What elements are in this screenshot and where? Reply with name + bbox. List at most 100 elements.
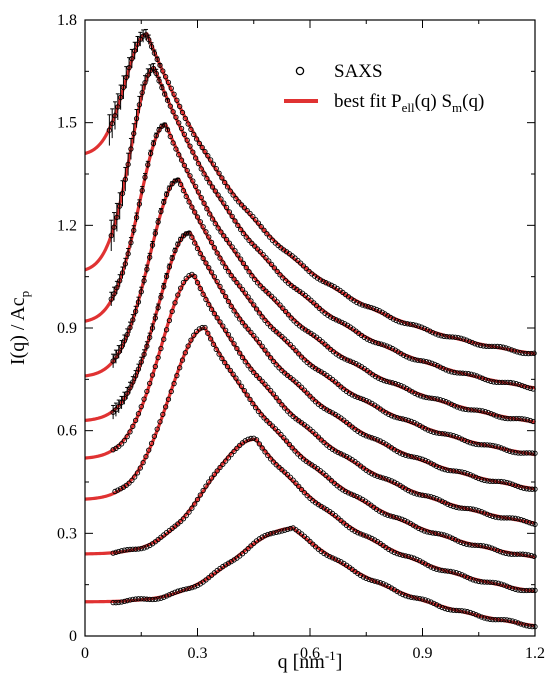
saxs-point bbox=[318, 503, 324, 510]
saxs-point bbox=[357, 395, 364, 402]
saxs-point bbox=[457, 370, 463, 376]
saxs-point bbox=[451, 403, 458, 409]
saxs-point bbox=[248, 366, 254, 372]
saxs-point bbox=[124, 598, 130, 604]
saxs-point bbox=[331, 284, 338, 290]
saxs-point bbox=[422, 457, 428, 464]
saxs-point bbox=[225, 560, 232, 566]
saxs-point bbox=[524, 384, 531, 391]
saxs-point bbox=[408, 418, 414, 425]
saxs-point bbox=[521, 485, 527, 491]
saxs-point bbox=[335, 557, 341, 564]
saxs-point bbox=[461, 336, 467, 342]
saxs-point bbox=[507, 416, 514, 422]
saxs-point bbox=[192, 183, 199, 190]
saxs-point bbox=[127, 324, 133, 331]
saxs-point bbox=[445, 467, 451, 473]
saxs-point bbox=[517, 551, 523, 557]
saxs-point bbox=[408, 489, 414, 495]
saxs-point bbox=[509, 515, 516, 521]
saxs-point bbox=[464, 505, 471, 512]
saxs-point bbox=[383, 410, 389, 416]
saxs-point bbox=[504, 617, 510, 623]
saxs-point bbox=[493, 379, 500, 385]
saxs-point bbox=[384, 378, 390, 385]
saxs-point bbox=[312, 431, 319, 437]
saxs-point bbox=[149, 372, 156, 378]
saxs-point bbox=[400, 591, 406, 598]
saxs-point bbox=[124, 433, 130, 440]
saxs-point bbox=[422, 561, 428, 567]
saxs-point bbox=[484, 442, 490, 448]
saxs-point bbox=[206, 301, 212, 308]
saxs-point bbox=[520, 551, 526, 557]
saxs-point bbox=[118, 599, 125, 605]
saxs-point bbox=[404, 321, 411, 327]
x-tick-label: 0.9 bbox=[413, 645, 433, 662]
saxs-point bbox=[237, 283, 243, 289]
saxs-point bbox=[301, 489, 308, 496]
saxs-point bbox=[211, 245, 218, 251]
saxs-point bbox=[153, 133, 159, 139]
saxs-point bbox=[188, 337, 194, 343]
saxs-point bbox=[425, 598, 431, 604]
saxs-point bbox=[142, 174, 148, 180]
saxs-point bbox=[408, 453, 414, 460]
saxs-point bbox=[430, 329, 436, 336]
saxs-point bbox=[409, 389, 415, 395]
series-8 bbox=[84, 63, 536, 392]
saxs-point bbox=[477, 374, 483, 380]
saxs-point bbox=[386, 546, 392, 553]
saxs-point bbox=[317, 277, 323, 283]
saxs-point bbox=[342, 488, 349, 495]
saxs-point bbox=[202, 148, 208, 155]
saxs-point bbox=[477, 542, 484, 549]
saxs-point bbox=[417, 595, 423, 602]
saxs-point bbox=[141, 596, 147, 602]
saxs-point bbox=[338, 559, 344, 565]
saxs-point bbox=[400, 416, 406, 422]
saxs-point bbox=[425, 493, 431, 499]
saxs-point bbox=[267, 456, 274, 462]
axis-ticks: 0 0.3 0.6 0.9 1.2 0 0.3 0.6 0.9 1.2 1.5 1.8 bbox=[57, 12, 545, 662]
saxs-point bbox=[130, 379, 136, 385]
saxs-point bbox=[177, 587, 184, 593]
saxs-point bbox=[184, 167, 190, 174]
saxs-point bbox=[327, 314, 334, 320]
saxs-point bbox=[422, 492, 428, 499]
saxs-point bbox=[147, 254, 153, 260]
saxs-point bbox=[388, 548, 395, 554]
saxs-point bbox=[273, 529, 279, 536]
saxs-point bbox=[512, 515, 518, 521]
saxs-point bbox=[526, 520, 533, 526]
saxs-point bbox=[447, 534, 453, 540]
saxs-point bbox=[240, 260, 247, 266]
saxs-point bbox=[419, 456, 426, 462]
saxs-point bbox=[492, 617, 499, 623]
saxs-point bbox=[141, 545, 147, 551]
saxs-point bbox=[282, 527, 288, 533]
saxs-point bbox=[518, 450, 524, 456]
saxs-point bbox=[164, 127, 171, 133]
saxs-point bbox=[258, 224, 264, 230]
saxs-point bbox=[439, 498, 445, 504]
saxs-point bbox=[135, 596, 142, 602]
saxs-point bbox=[215, 225, 221, 231]
saxs-point bbox=[431, 600, 437, 607]
saxs-point bbox=[441, 333, 447, 339]
saxs-point bbox=[227, 367, 233, 374]
saxs-point bbox=[454, 404, 460, 410]
saxs-point bbox=[307, 538, 313, 545]
saxs-point bbox=[478, 476, 485, 483]
saxs-point bbox=[323, 280, 329, 286]
saxs-point bbox=[505, 415, 511, 422]
saxs-point bbox=[332, 411, 338, 418]
saxs-point bbox=[529, 486, 535, 492]
saxs-point bbox=[262, 347, 268, 353]
saxs-point bbox=[328, 282, 335, 288]
saxs-point bbox=[148, 440, 155, 446]
saxs-point bbox=[421, 325, 428, 331]
saxs-point bbox=[484, 478, 490, 484]
saxs-point bbox=[197, 219, 203, 225]
